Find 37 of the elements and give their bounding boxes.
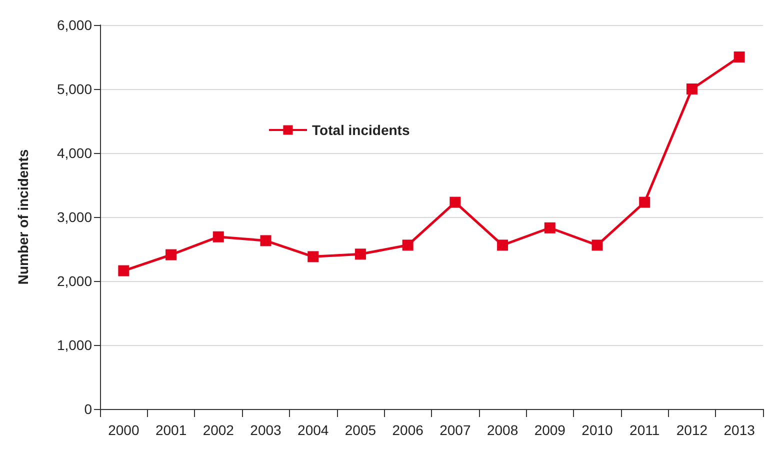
y-tick-label: 5,000 (56, 81, 92, 97)
point (260, 235, 272, 246)
x-tick-label: 2001 (155, 422, 187, 438)
x-tick-label: 2012 (676, 422, 708, 438)
x-tick-label: 2013 (724, 422, 756, 438)
x-tick-label: 2003 (250, 422, 282, 438)
point (592, 240, 603, 251)
x-tick-label: 2004 (298, 422, 329, 438)
x-tick-label: 2011 (630, 422, 660, 438)
point (497, 240, 508, 251)
point (544, 222, 556, 234)
point (308, 251, 319, 262)
y-tick-label: 6,000 (56, 17, 92, 33)
point (450, 196, 461, 208)
y-axis-title: Number of incidents (15, 149, 31, 285)
y-tick-label: 4,000 (56, 145, 92, 161)
point (639, 196, 650, 208)
point (212, 231, 224, 242)
point (166, 249, 177, 260)
point (354, 248, 366, 260)
x-tick-label: 2000 (108, 422, 140, 438)
x-tick-label: 2008 (486, 422, 518, 438)
x-tick-label: 2002 (202, 422, 234, 438)
y-tick-label: 2,000 (56, 273, 92, 289)
y-tick-label: 0 (84, 401, 92, 417)
y-tick-label: 3,000 (56, 209, 92, 225)
x-tick-label: 2005 (344, 422, 376, 438)
legend-label: Total incidents (312, 122, 410, 138)
x-tick-label: 2009 (534, 422, 566, 438)
point (118, 265, 130, 276)
point (402, 240, 414, 251)
x-tick-label: 2006 (392, 422, 424, 438)
point (686, 84, 698, 94)
point (734, 52, 745, 62)
x-tick-label: 2007 (440, 422, 471, 438)
x-tick-label: 2010 (582, 422, 614, 438)
y-tick-label: 1,000 (56, 337, 92, 353)
